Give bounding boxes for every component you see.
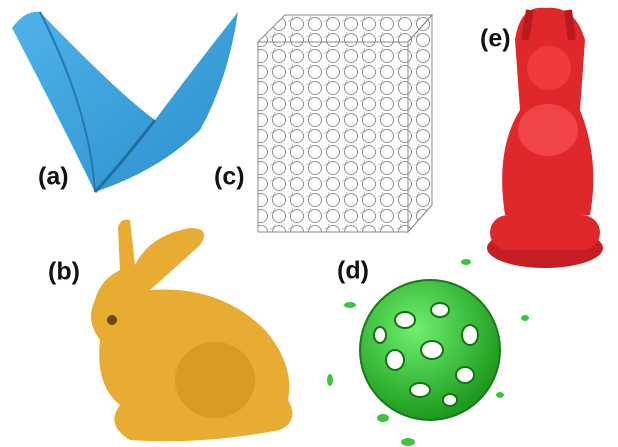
- foam-cube: [256, 13, 434, 234]
- label-d: (d): [337, 257, 369, 285]
- label-e: (e): [480, 25, 511, 53]
- label-b: (b): [48, 258, 80, 286]
- green-sphere: [327, 259, 529, 446]
- label-a: (a): [38, 163, 69, 191]
- red-statue: [487, 7, 603, 268]
- orange-bunny: [91, 219, 293, 442]
- label-c: (c): [214, 163, 245, 191]
- blue-surface: [12, 11, 238, 194]
